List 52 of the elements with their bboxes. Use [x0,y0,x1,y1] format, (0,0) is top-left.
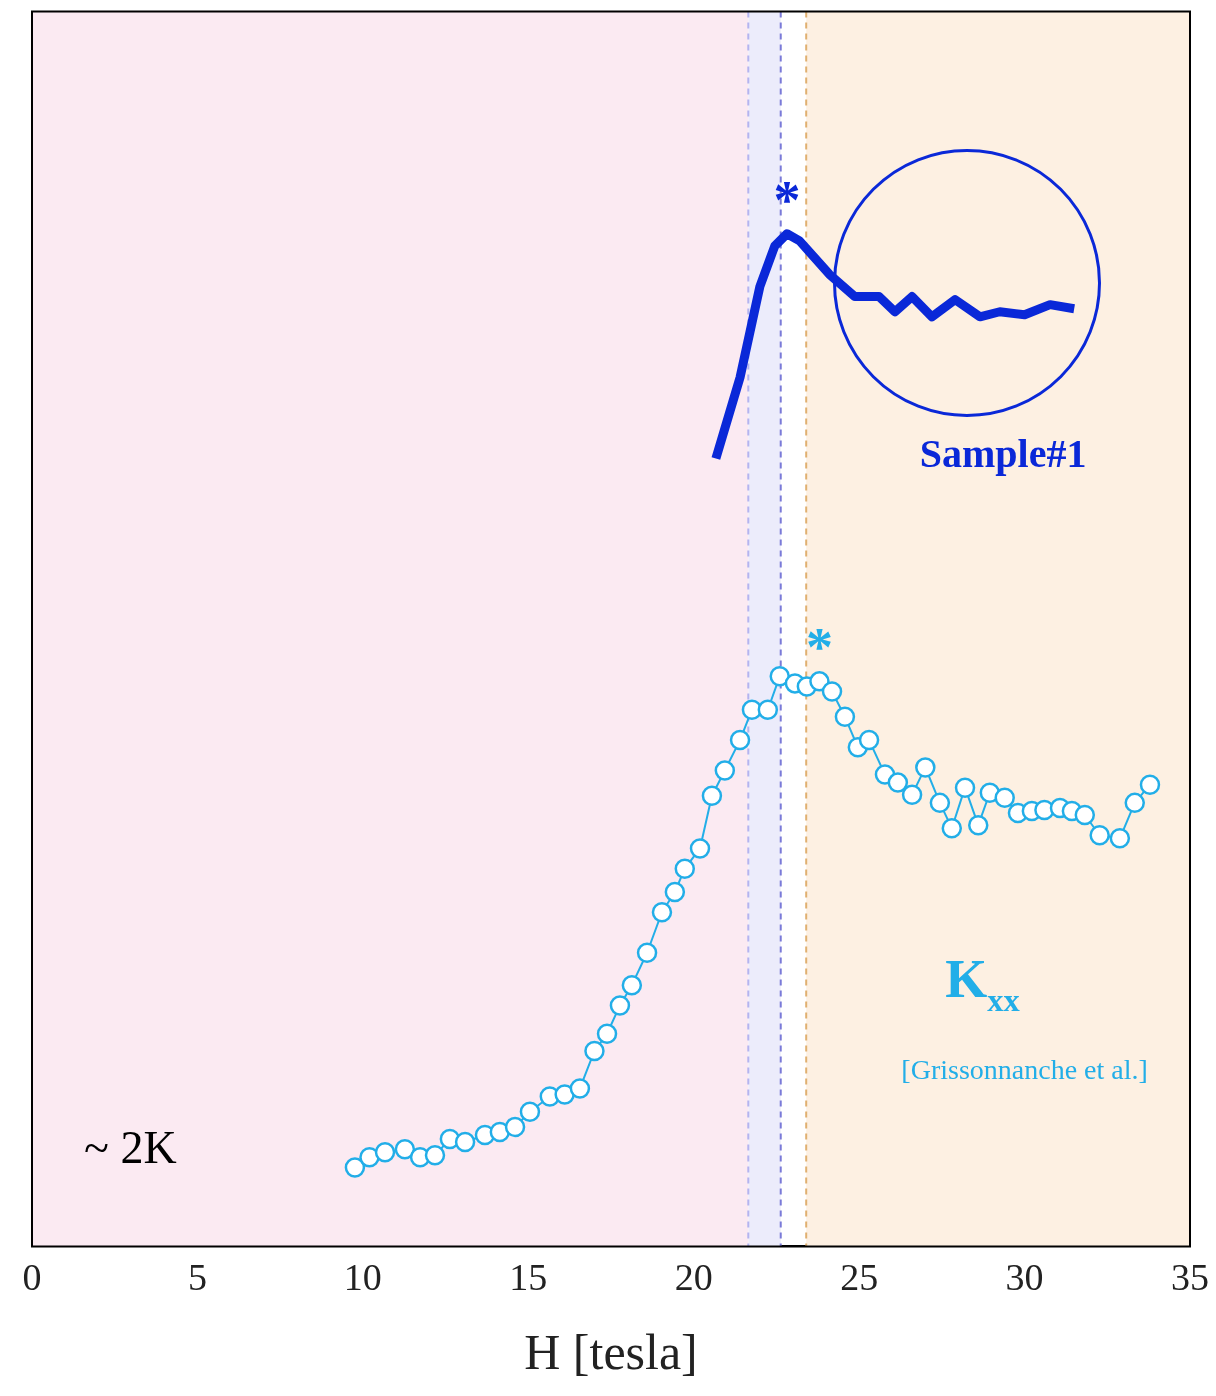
x-tick-label: 5 [187,1256,207,1299]
point [757,699,779,720]
point [701,785,723,807]
point [664,881,686,903]
point [344,1157,366,1178]
text: Sample#1 [919,431,1087,477]
x-tick-label: 10 [343,1256,382,1299]
point [929,792,951,814]
x-tick-label: 35 [1171,1256,1209,1299]
annotation: * [773,169,801,230]
point [454,1131,476,1153]
point [769,666,790,687]
point [374,1141,396,1163]
point [954,777,976,798]
point [941,817,963,839]
point [621,974,643,996]
point [636,942,658,963]
point [901,784,923,806]
point [714,760,736,781]
point [887,772,909,793]
point [1074,804,1096,826]
point [674,858,696,879]
point [504,1116,526,1138]
x-tick-label: 30 [1005,1256,1044,1299]
point [994,787,1015,809]
point [519,1101,541,1122]
point [584,1040,605,1062]
point [689,838,711,859]
point [729,729,751,751]
annotation: * [805,617,833,678]
point [1089,825,1110,846]
point [968,814,989,836]
point [1139,774,1161,795]
point [834,706,856,728]
x-axis-title: H [tesla] [524,1324,698,1381]
annotation: ~ 2K [84,1122,177,1174]
point [858,729,880,751]
point [1109,828,1131,849]
x-tick-label: 25 [840,1256,879,1299]
point [424,1145,446,1166]
point [651,901,673,923]
x-tick-label: 0 [22,1256,42,1299]
x-tick-label: 20 [674,1256,713,1299]
point [915,757,936,778]
annotation: [Grissonnanche et al.] [901,1053,1148,1085]
point [1124,792,1145,814]
point [821,681,843,702]
point [569,1078,591,1099]
point [609,995,631,1016]
point [596,1023,618,1044]
x-tick-label: 15 [509,1256,548,1299]
point [394,1138,416,1160]
